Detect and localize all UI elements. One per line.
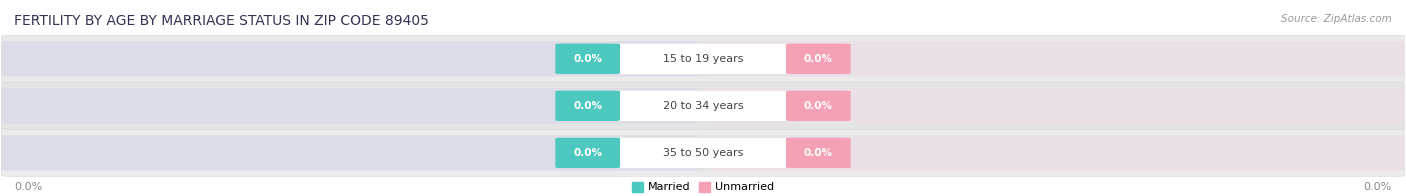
- FancyBboxPatch shape: [1, 135, 709, 171]
- FancyBboxPatch shape: [610, 43, 796, 74]
- Text: 0.0%: 0.0%: [14, 182, 42, 192]
- FancyBboxPatch shape: [697, 41, 1405, 76]
- Text: 20 to 34 years: 20 to 34 years: [662, 101, 744, 111]
- Text: 0.0%: 0.0%: [574, 54, 602, 64]
- FancyBboxPatch shape: [697, 135, 1405, 171]
- Legend: Married, Unmarried: Married, Unmarried: [633, 182, 773, 192]
- Text: 0.0%: 0.0%: [574, 148, 602, 158]
- Text: 0.0%: 0.0%: [804, 148, 832, 158]
- FancyBboxPatch shape: [555, 91, 620, 121]
- Text: 0.0%: 0.0%: [574, 101, 602, 111]
- FancyBboxPatch shape: [1, 41, 709, 76]
- Text: 0.0%: 0.0%: [804, 101, 832, 111]
- FancyBboxPatch shape: [1, 88, 709, 123]
- FancyBboxPatch shape: [1, 83, 1405, 129]
- Text: 0.0%: 0.0%: [804, 54, 832, 64]
- Text: Source: ZipAtlas.com: Source: ZipAtlas.com: [1281, 14, 1392, 24]
- Text: 15 to 19 years: 15 to 19 years: [662, 54, 744, 64]
- FancyBboxPatch shape: [786, 138, 851, 168]
- FancyBboxPatch shape: [610, 137, 796, 168]
- FancyBboxPatch shape: [1, 130, 1405, 176]
- Text: 35 to 50 years: 35 to 50 years: [662, 148, 744, 158]
- FancyBboxPatch shape: [786, 91, 851, 121]
- FancyBboxPatch shape: [555, 138, 620, 168]
- FancyBboxPatch shape: [786, 44, 851, 74]
- Text: FERTILITY BY AGE BY MARRIAGE STATUS IN ZIP CODE 89405: FERTILITY BY AGE BY MARRIAGE STATUS IN Z…: [14, 14, 429, 28]
- FancyBboxPatch shape: [555, 44, 620, 74]
- FancyBboxPatch shape: [697, 88, 1405, 123]
- FancyBboxPatch shape: [610, 90, 796, 121]
- FancyBboxPatch shape: [1, 35, 1405, 82]
- Text: 0.0%: 0.0%: [1364, 182, 1392, 192]
